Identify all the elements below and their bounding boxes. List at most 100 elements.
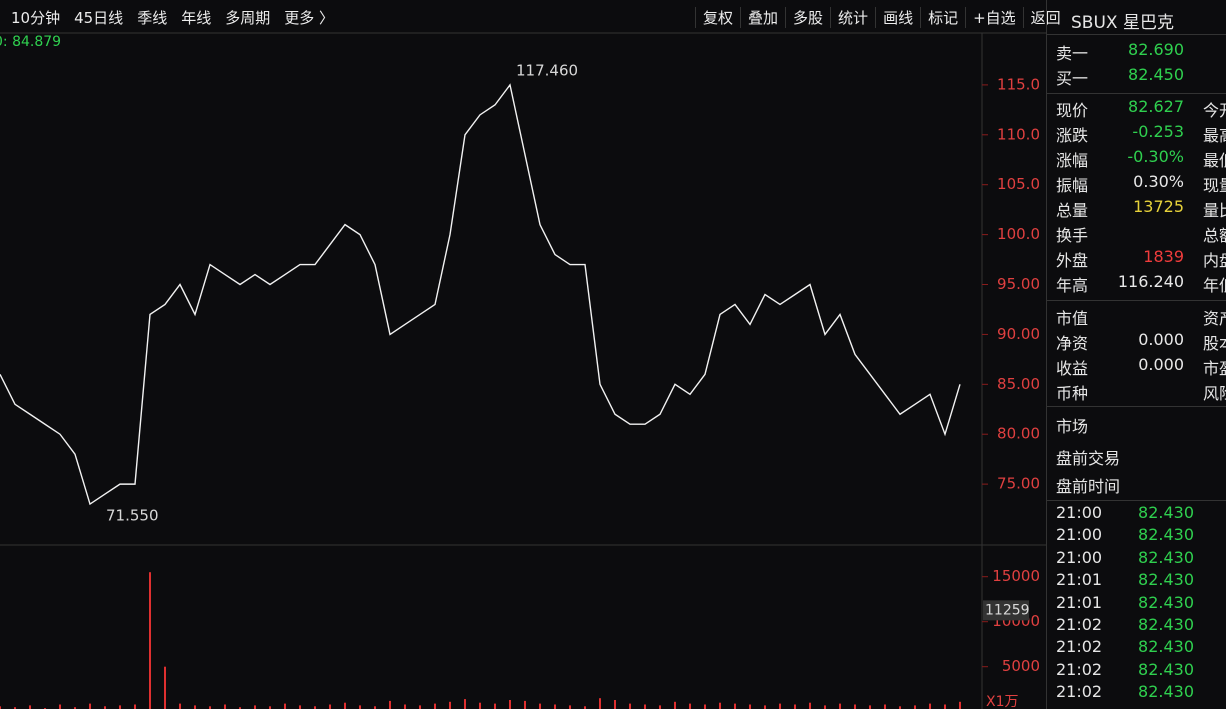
period-tab[interactable]: 多周期 <box>225 8 271 27</box>
volume-bar <box>254 705 256 709</box>
quote-row: 振幅 0.30% 现量 <box>1056 172 1226 196</box>
side-label: 最低 <box>1203 151 1226 170</box>
quote-label: 总量 <box>1056 201 1089 220</box>
y-tick-label: 15000 <box>992 567 1040 585</box>
stock-title: SBUX 星巴克 <box>1071 13 1174 33</box>
volume-bar <box>599 698 601 709</box>
volume-bar <box>719 702 721 709</box>
tool-button[interactable]: 画线 <box>875 6 920 28</box>
period-tab[interactable]: 更多 〉 <box>284 8 335 27</box>
volume-bar <box>299 705 301 709</box>
trade-time: 21:01 <box>1056 592 1103 612</box>
volume-bar <box>809 702 811 709</box>
trade-row: 21:01 82.430 <box>1056 593 1226 617</box>
separator <box>1047 300 1226 301</box>
y-tick-label: 115.0 <box>997 75 1040 93</box>
volume-bar <box>794 704 796 709</box>
quote-label: 币种 <box>1056 384 1089 403</box>
trade-price: 82.430 <box>1138 615 1194 634</box>
volume-bar <box>929 703 931 709</box>
period-tab[interactable]: 10分钟 <box>11 8 61 27</box>
period-toolbar: 10分钟 45日线 季线 年线 多周期 更多 〉 <box>4 0 341 34</box>
volume-bar <box>944 704 946 709</box>
quote-label: 净资 <box>1056 334 1089 353</box>
volume-bar <box>779 703 781 709</box>
quote-value: 0.000 <box>1138 355 1184 374</box>
quote-row: 币种 风险 <box>1056 380 1226 404</box>
volume-bar <box>554 704 556 709</box>
volume-bar <box>884 704 886 709</box>
volume-bar <box>74 707 76 709</box>
trade-row: 21:02 82.430 <box>1056 660 1226 684</box>
volume-bar <box>344 702 346 709</box>
side-label: 市盈 <box>1203 359 1226 378</box>
tool-button[interactable]: 标记 <box>920 6 965 28</box>
period-tab[interactable]: 季线 <box>137 8 168 27</box>
volume-bar <box>134 704 136 709</box>
volume-bar <box>179 703 181 709</box>
trade-row: 21:00 82.430 <box>1056 525 1226 549</box>
trade-time: 21:02 <box>1056 637 1103 657</box>
volume-bar <box>59 704 61 709</box>
volume-bar <box>749 704 751 709</box>
current-volume: 11259 <box>985 602 1030 618</box>
volume-bar <box>899 706 901 709</box>
quote-value: 116.240 <box>1117 272 1184 291</box>
trade-price: 82.430 <box>1138 637 1194 657</box>
quote-label: 涨跌 <box>1056 126 1089 145</box>
tool-button[interactable]: 复权 <box>695 6 740 28</box>
y-tick-label: 5000 <box>1002 657 1040 675</box>
side-label: 内盘 <box>1203 251 1226 270</box>
quote-value: -0.253 <box>1132 122 1184 141</box>
quote-row: 卖一 82.690 <box>1056 40 1226 64</box>
trade-price: 82.430 <box>1138 547 1194 567</box>
info-label: 市场 <box>1056 417 1089 436</box>
trade-time: 21:02 <box>1056 682 1103 702</box>
period-tab[interactable]: 年线 <box>181 8 212 27</box>
quote-row: 涨幅 -0.30% 最低 <box>1056 147 1226 171</box>
tool-button[interactable]: 叠加 <box>740 6 785 28</box>
quote-value: 82.627 <box>1128 97 1184 116</box>
volume-bar <box>239 707 241 709</box>
tool-button[interactable]: 统计 <box>830 6 875 28</box>
volume-bar <box>584 706 586 709</box>
trade-time: 21:00 <box>1056 503 1103 522</box>
volume-bar <box>659 705 661 709</box>
volume-bar <box>449 701 451 709</box>
tool-button[interactable]: 返回 <box>1022 6 1068 28</box>
trade-row: 21:02 82.430 <box>1056 682 1226 706</box>
separator <box>1047 93 1226 94</box>
y-tick-label: 95.00 <box>997 275 1040 293</box>
side-label: 股本 <box>1203 334 1226 353</box>
quote-row: 换手 总额 <box>1056 222 1226 246</box>
tool-toolbar: 复权 叠加 多股 统计 画线 标记 +自选 返回 <box>695 0 1068 34</box>
side-label: 风险 <box>1203 384 1226 403</box>
volume-bar <box>29 705 31 709</box>
chart: 75.00 80.00 85.00 90.00 95.00 100.0 105.0 110.0… <box>0 32 1046 709</box>
quote-row: 市值 资产 <box>1056 305 1226 329</box>
trade-row: 21:00 82.430 <box>1056 548 1226 572</box>
trade-price: 82.430 <box>1138 570 1194 590</box>
quote-row: 现价 82.627 今开 <box>1056 97 1226 121</box>
side-label: 量比 <box>1203 201 1226 220</box>
volume-bar <box>629 703 631 709</box>
info-label: 盘前时间 <box>1056 477 1121 496</box>
volume-bar <box>854 704 856 709</box>
y-tick-label: 90.00 <box>997 325 1040 343</box>
trade-price: 82.430 <box>1138 592 1194 612</box>
low-label: 71.550 <box>106 507 159 525</box>
quote-row: 总量 13725 量比 <box>1056 197 1226 221</box>
quote-value: 13725 <box>1133 197 1184 216</box>
unit-label: X1万 <box>986 694 1019 709</box>
ma-label: 0: 84.879 <box>0 34 61 50</box>
trade-row: 21:01 82.430 <box>1056 570 1226 594</box>
quote-row: 买一 82.450 <box>1056 65 1226 89</box>
tool-button[interactable]: +自选 <box>965 6 1023 28</box>
high-label: 117.460 <box>516 61 578 79</box>
volume-bar <box>419 705 421 709</box>
tool-button[interactable]: 多股 <box>785 6 830 28</box>
volume-bar <box>389 700 391 709</box>
period-tab[interactable]: 45日线 <box>74 8 124 27</box>
volume-bar <box>464 699 466 709</box>
